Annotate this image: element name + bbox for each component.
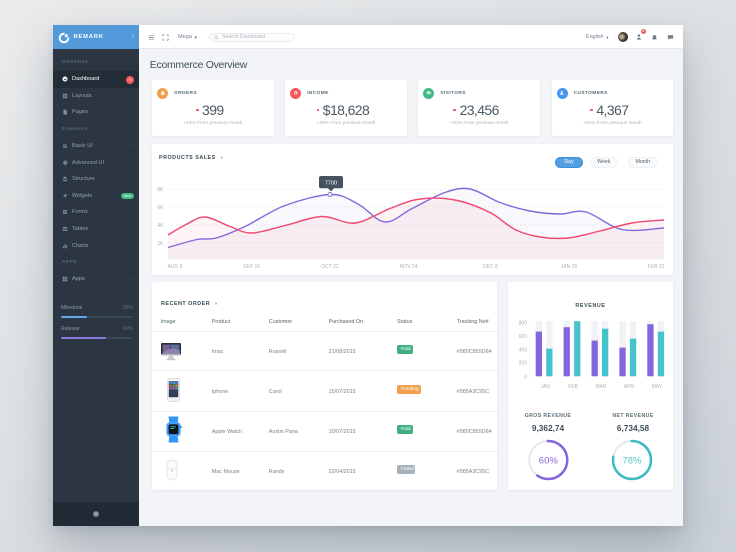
svg-text:DEC 8: DEC 8 [483, 264, 498, 270]
svg-text:78%: 78% [622, 456, 642, 467]
svg-text:NOV 24: NOV 24 [400, 264, 418, 270]
svg-text:MAR: MAR [595, 384, 607, 390]
svg-text:JAN: JAN [540, 384, 550, 390]
svg-text:800: 800 [519, 321, 528, 327]
svg-text:SEP 15: SEP 15 [243, 264, 260, 270]
svg-text:2K: 2K [157, 240, 164, 246]
svg-text:8K: 8K [157, 187, 164, 193]
svg-text:60%: 60% [539, 456, 559, 467]
svg-text:4K: 4K [157, 222, 164, 228]
svg-text:JAN 15: JAN 15 [561, 264, 578, 270]
svg-text:APR: APR [624, 384, 635, 390]
svg-text:FEB 22: FEB 22 [648, 264, 665, 270]
svg-text:OCT 22: OCT 22 [321, 264, 339, 270]
svg-text:MAY: MAY [652, 384, 663, 390]
svg-text:600: 600 [519, 334, 528, 340]
svg-text:0: 0 [524, 374, 527, 380]
svg-text:FEB: FEB [568, 384, 578, 390]
svg-text:6K: 6K [157, 204, 164, 210]
svg-text:200: 200 [519, 361, 528, 367]
svg-text:7700: 7700 [325, 180, 337, 186]
svg-text:400: 400 [519, 347, 528, 353]
svg-text:AUG 8: AUG 8 [167, 264, 182, 270]
